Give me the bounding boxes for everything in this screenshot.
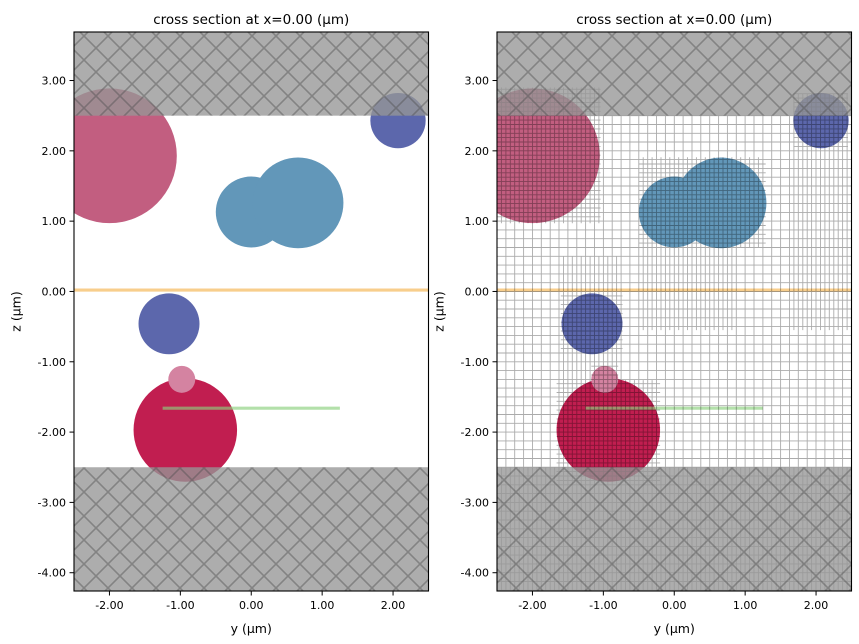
y-tick-label: -3.00 [461,496,489,509]
x-tick-label: 1.00 [310,599,335,612]
subplot-structures [74,32,429,591]
bottom-cladding-hatch [74,467,429,591]
x-tick-label: 2.00 [381,599,406,612]
y-tick-label: 2.00 [42,145,67,158]
y-tick-label: 3.00 [42,75,67,88]
x-tick-label: -2.00 [95,599,123,612]
y-tick-label: -1.00 [461,356,489,369]
x-tick-label: 0.00 [239,599,264,612]
subplot-with-mesh [497,32,852,591]
subplot-title: cross section at x=0.00 (μm) [153,12,349,28]
top-cladding-hatch [74,32,429,116]
y-axis-label: z (μm) [432,291,447,331]
indigo-circle-middle [138,293,200,355]
x-axis-label: y (μm) [654,621,695,636]
x-tick-label: 0.00 [662,599,687,612]
x-axis-label: y (μm) [231,621,272,636]
y-tick-label: 3.00 [465,75,490,88]
top-cladding-hatch [497,32,852,116]
pink-small-circle [168,365,196,393]
y-tick-label: -2.00 [38,426,66,439]
y-tick-label: -4.00 [461,567,489,580]
steelblue-circle-right [675,157,767,249]
indigo-circle-middle [561,293,623,355]
x-tick-label: 2.00 [804,599,829,612]
x-tick-label: 1.00 [733,599,758,612]
bottom-cladding-hatch [497,467,852,591]
y-tick-label: 1.00 [465,215,490,228]
y-tick-label: -2.00 [461,426,489,439]
y-tick-label: 1.00 [42,215,67,228]
crimson-circle [133,378,238,482]
steelblue-circle-right [252,157,344,249]
crimson-circle [556,378,661,482]
y-tick-label: 2.00 [465,145,490,158]
y-tick-label: -1.00 [38,356,66,369]
pink-small-circle [591,365,619,393]
y-tick-label: -4.00 [38,567,66,580]
y-axis-label: z (μm) [9,291,24,331]
x-tick-label: -1.00 [589,599,617,612]
y-tick-label: -3.00 [38,496,66,509]
x-tick-label: -2.00 [518,599,546,612]
x-tick-label: -1.00 [166,599,194,612]
pink-large-circle [74,88,177,224]
pink-large-circle [497,88,600,224]
y-tick-label: 0.00 [465,285,490,298]
y-tick-label: 0.00 [42,285,67,298]
subplot-title: cross section at x=0.00 (μm) [576,12,772,28]
